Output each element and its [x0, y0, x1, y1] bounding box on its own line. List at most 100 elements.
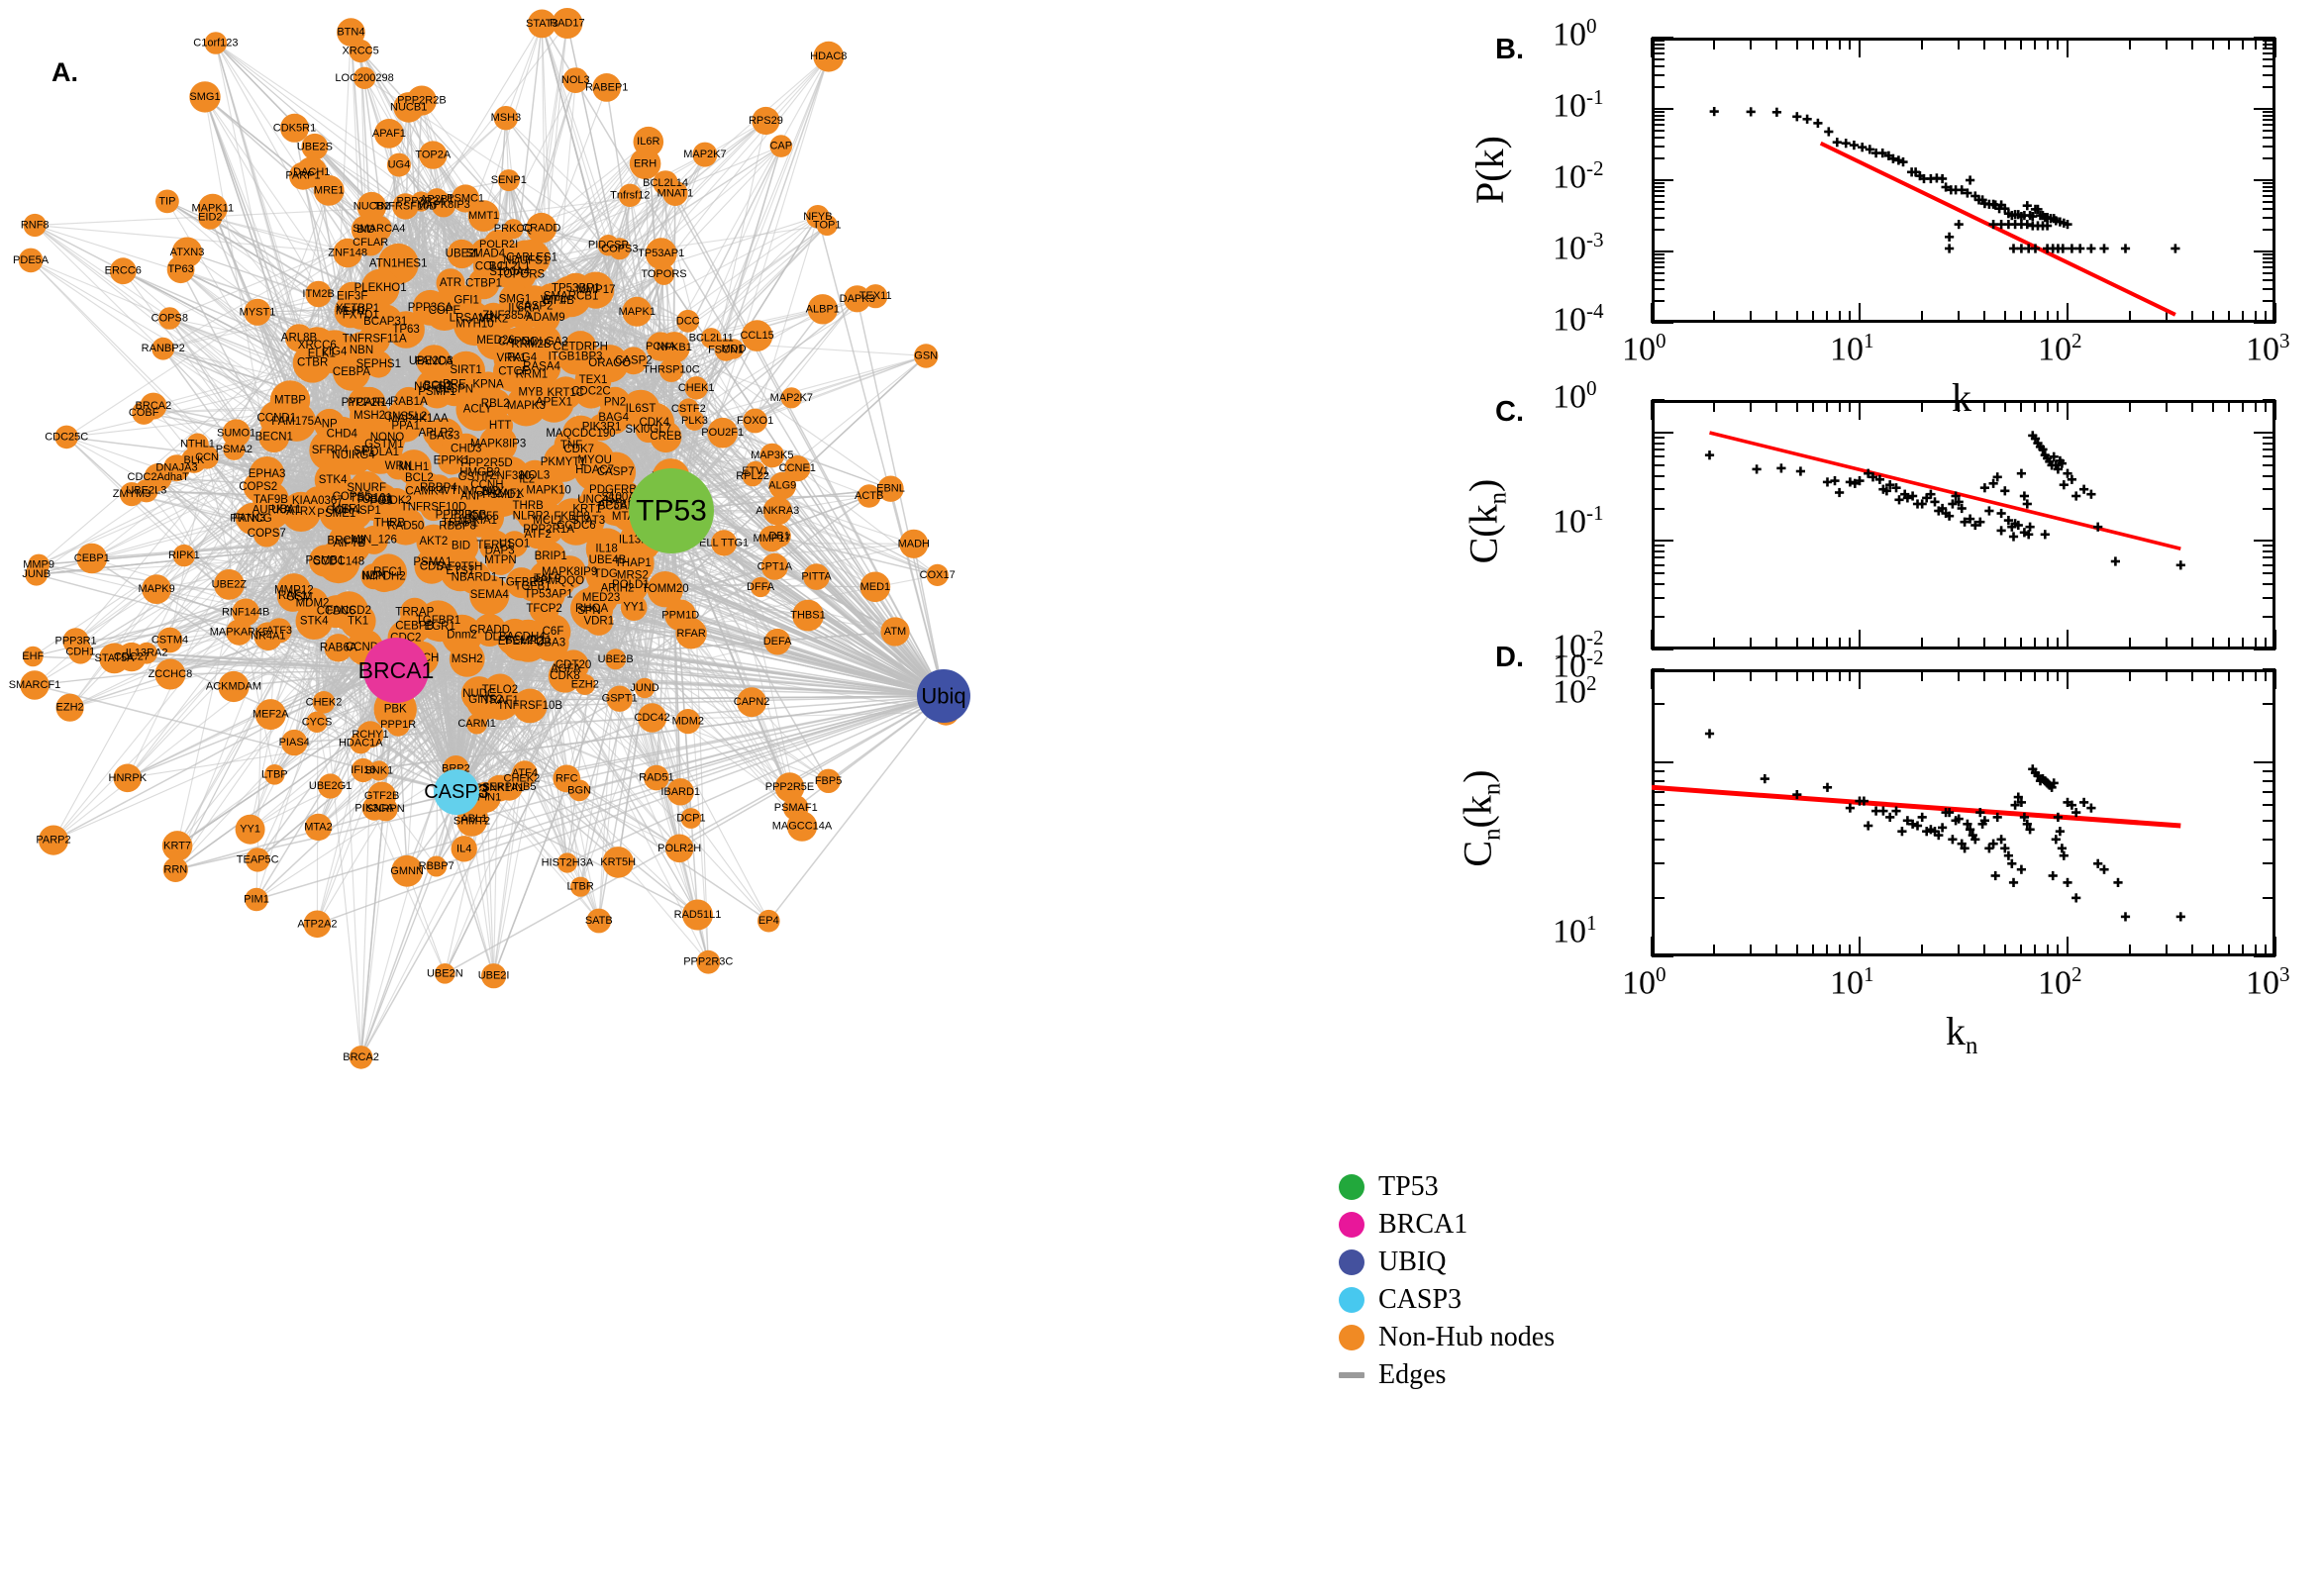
network-node[interactable]: [431, 192, 456, 218]
network-node[interactable]: [20, 670, 50, 700]
hub-node-brca1[interactable]: [363, 638, 429, 703]
network-node[interactable]: [113, 763, 143, 793]
network-node[interactable]: [386, 712, 411, 737]
network-node[interactable]: [481, 963, 507, 989]
network-node[interactable]: [54, 425, 78, 449]
network-node[interactable]: [235, 505, 260, 531]
network-node[interactable]: [337, 18, 365, 47]
network-node[interactable]: [880, 617, 910, 647]
network-node[interactable]: [443, 528, 479, 564]
network-node[interactable]: [711, 530, 738, 556]
network-node[interactable]: [588, 414, 616, 442]
network-node[interactable]: [154, 658, 186, 690]
network-node[interactable]: [356, 191, 387, 222]
network-node[interactable]: [622, 296, 653, 327]
network-node[interactable]: [356, 721, 384, 748]
network-node[interactable]: [535, 614, 571, 650]
network-node[interactable]: [752, 106, 780, 136]
network-node[interactable]: [556, 852, 578, 873]
network-node[interactable]: [416, 524, 452, 559]
network-node[interactable]: [481, 681, 521, 721]
network-node[interactable]: [792, 599, 824, 632]
network-node[interactable]: [369, 553, 408, 591]
network-node[interactable]: [769, 135, 793, 157]
network-nodes[interactable]: [18, 8, 960, 1069]
network-node[interactable]: [553, 555, 586, 589]
network-node[interactable]: [332, 494, 362, 525]
network-node[interactable]: [254, 699, 286, 731]
network-node[interactable]: [368, 419, 406, 456]
network-node[interactable]: [506, 567, 537, 599]
network-node[interactable]: [813, 41, 845, 72]
network-node[interactable]: [289, 161, 317, 190]
network-node[interactable]: [512, 688, 548, 724]
network-node[interactable]: [707, 417, 738, 449]
network-node[interactable]: [768, 471, 796, 500]
network-node[interactable]: [758, 909, 780, 933]
network-node[interactable]: [692, 142, 718, 167]
network-node[interactable]: [528, 325, 562, 359]
network-node[interactable]: [180, 447, 207, 473]
network-node[interactable]: [562, 67, 589, 93]
network-node[interactable]: [637, 703, 667, 733]
network-node[interactable]: [451, 433, 482, 464]
network-node[interactable]: [365, 215, 392, 242]
network-node[interactable]: [653, 170, 678, 196]
network-node[interactable]: [469, 574, 510, 616]
network-node[interactable]: [527, 9, 556, 39]
network-node[interactable]: [314, 461, 352, 499]
network-node[interactable]: [62, 628, 89, 654]
network-node[interactable]: [420, 494, 448, 522]
network-node[interactable]: [816, 768, 841, 793]
network-node[interactable]: [405, 463, 434, 493]
network-node[interactable]: [552, 8, 583, 39]
network-node[interactable]: [23, 646, 44, 667]
network-node[interactable]: [136, 642, 158, 664]
network-node[interactable]: [447, 350, 485, 390]
network-node[interactable]: [780, 387, 802, 409]
network-node[interactable]: [760, 552, 788, 580]
network-node[interactable]: [563, 331, 597, 363]
network-node[interactable]: [634, 402, 674, 443]
network-node[interactable]: [554, 428, 589, 463]
network-node[interactable]: [645, 238, 677, 270]
network-node[interactable]: [914, 344, 939, 368]
network-node[interactable]: [189, 81, 221, 113]
network-node[interactable]: [400, 597, 430, 628]
network-node[interactable]: [664, 834, 694, 863]
plot-c-clustering-coefficient[interactable]: [1651, 399, 2276, 650]
network-node[interactable]: [155, 189, 179, 214]
network-node[interactable]: [348, 386, 381, 420]
network-node[interactable]: [38, 825, 69, 855]
network-node[interactable]: [246, 848, 270, 872]
network-node[interactable]: [857, 484, 881, 508]
network-node[interactable]: [807, 294, 838, 325]
network-node[interactable]: [235, 814, 265, 845]
network-node[interactable]: [926, 563, 949, 587]
network-node[interactable]: [585, 528, 628, 570]
network-node[interactable]: [349, 1046, 373, 1069]
network-node[interactable]: [281, 729, 308, 756]
network-node[interactable]: [586, 908, 612, 934]
network-node[interactable]: [534, 515, 563, 545]
network-node[interactable]: [419, 141, 448, 169]
network-node[interactable]: [417, 345, 452, 379]
network-node[interactable]: [301, 133, 329, 160]
network-node[interactable]: [411, 191, 432, 212]
network-node[interactable]: [324, 416, 360, 452]
network-node[interactable]: [324, 634, 353, 662]
network-node[interactable]: [675, 618, 707, 649]
network-node[interactable]: [653, 263, 675, 285]
network-node[interactable]: [684, 376, 708, 400]
network-node[interactable]: [318, 773, 344, 799]
network-node[interactable]: [859, 571, 891, 603]
network-node[interactable]: [502, 327, 532, 357]
network-node[interactable]: [387, 311, 425, 349]
network-node[interactable]: [333, 238, 362, 268]
network-node[interactable]: [162, 856, 188, 883]
network-node[interactable]: [245, 887, 268, 912]
network-node[interactable]: [493, 106, 519, 131]
network-node[interactable]: [412, 289, 449, 326]
network-node[interactable]: [666, 778, 694, 806]
network-node[interactable]: [353, 66, 376, 90]
